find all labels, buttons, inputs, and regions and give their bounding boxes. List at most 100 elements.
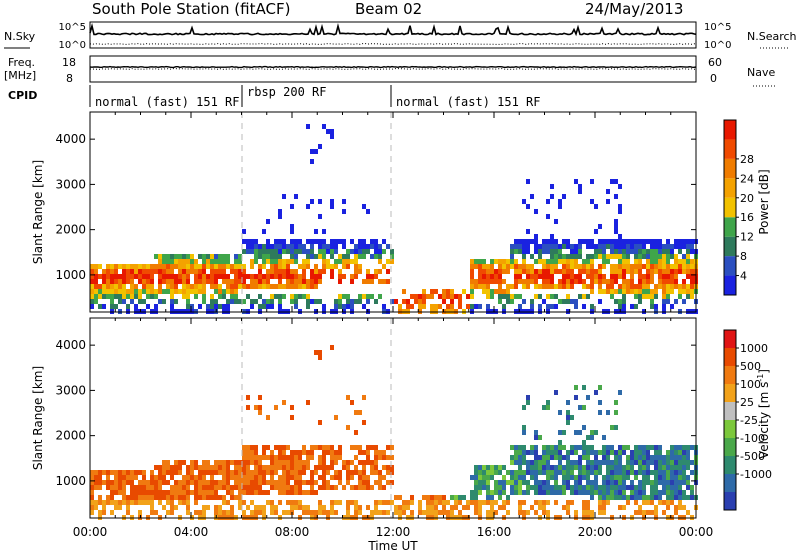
velocity-cell [614,485,618,490]
power-cell [542,269,546,274]
velocity-cell [638,450,642,455]
velocity-cell [258,505,262,510]
velocity-cell [450,505,454,510]
velocity-cell [530,450,534,455]
power-cell [142,274,146,279]
power-cell [318,214,322,219]
velocity-cell [170,475,174,480]
velocity-cell [442,500,446,505]
power-cell [482,284,486,289]
velocity-cell [154,510,158,515]
power-cell [286,249,290,254]
power-cell [278,209,282,214]
power-cell [618,289,622,294]
velocity-cell [606,480,610,485]
velocity-cell [670,480,674,485]
power-cell [270,264,274,269]
power-cell [406,304,410,309]
velocity-cell [682,455,686,460]
power-cell [578,239,582,244]
velocity-cell [226,470,230,475]
velocity-cell [482,475,486,480]
power-colorbar-swatch [724,139,736,159]
velocity-cell [162,465,166,470]
velocity-cell [94,475,98,480]
velocity-cell [462,505,466,510]
power-cell [642,249,646,254]
velocity-cell [338,500,342,505]
velocity-cell [190,470,194,475]
power-cell [506,289,510,294]
velocity-cell [630,460,634,465]
velocity-cell [178,480,182,485]
power-cell [94,289,98,294]
velocity-cell [638,465,642,470]
power-cell [278,274,282,279]
velocity-cell [190,465,194,470]
velocity-cell [298,475,302,480]
velocity-cell [634,445,638,450]
power-cell [290,294,294,299]
power-colorbar-tick-label: 24 [740,172,754,185]
power-cell [358,254,362,259]
velocity-cell [582,505,586,510]
velocity-cell [502,480,506,485]
velocity-cell [94,500,98,505]
power-cell [282,239,286,244]
power-cell [650,274,654,279]
velocity-cell [194,510,198,515]
velocity-cell [238,480,242,485]
power-cell [482,269,486,274]
power-cell [562,264,566,269]
power-cell [678,259,682,264]
power-cell [514,239,518,244]
velocity-cell [686,455,690,460]
velocity-cell [626,445,630,450]
power-cell [234,254,238,259]
power-cell [670,264,674,269]
velocity-cell [510,490,514,495]
velocity-cell [362,480,366,485]
power-cell [678,244,682,249]
velocity-cell [582,440,586,445]
velocity-cell [570,475,574,480]
velocity-cell [254,475,258,480]
velocity-cell [294,505,298,510]
power-cell [346,299,350,304]
power-cell [502,289,506,294]
velocity-cell [298,450,302,455]
power-cell [474,284,478,289]
velocity-cell [322,445,326,450]
power-cell [114,264,118,269]
power-cell [602,289,606,294]
velocity-cell [302,510,306,515]
velocity-cell [122,475,126,480]
velocity-cell [158,470,162,475]
velocity-cell [106,470,110,475]
velocity-cell [514,460,518,465]
power-cell [306,124,310,129]
power-cell [658,244,662,249]
power-cell [574,274,578,279]
power-cell [386,269,390,274]
velocity-cell [290,450,294,455]
power-cell [350,279,354,284]
velocity-cell [186,470,190,475]
velocity-cell [638,470,642,475]
velocity-cell [586,445,590,450]
velocity-cell [162,475,166,480]
velocity-cell [530,445,534,450]
velocity-cell [570,470,574,475]
power-cell [642,289,646,294]
velocity-cell [214,460,218,465]
velocity-cell [490,500,494,505]
power-cell [510,299,514,304]
power-cell [290,204,294,209]
velocity-cell [222,510,226,515]
velocity-cell [662,510,666,515]
power-cell [630,284,634,289]
velocity-cell [570,445,574,450]
velocity-cell [678,495,682,500]
velocity-cell [678,460,682,465]
velocity-cell [142,470,146,475]
